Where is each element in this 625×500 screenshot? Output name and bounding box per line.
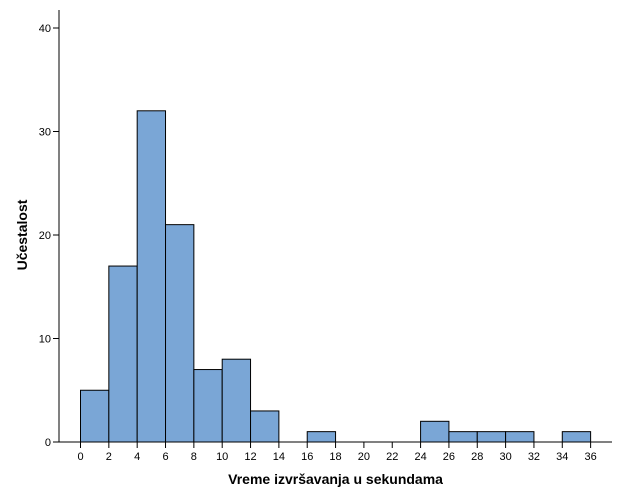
y-tick-label: 10 [39, 334, 51, 346]
x-tick-label: 34 [556, 451, 568, 463]
x-tick-label: 10 [216, 451, 228, 463]
histogram-bar [448, 431, 478, 443]
x-tick-label: 14 [273, 451, 285, 463]
x-tick-label: 18 [329, 451, 341, 463]
x-tick-label: 24 [414, 451, 426, 463]
histogram-bar [505, 431, 535, 443]
histogram-bar [108, 265, 138, 443]
x-tick-label: 8 [191, 451, 197, 463]
histogram-bar [221, 358, 252, 443]
x-tick-label: 4 [134, 451, 140, 463]
histogram-bar [165, 224, 195, 443]
histogram-bar [193, 369, 223, 443]
y-tick-label: 0 [45, 437, 51, 449]
x-tick-label: 12 [244, 451, 256, 463]
histogram-bar [420, 420, 450, 443]
x-tick-label: 30 [499, 451, 511, 463]
y-axis-ticks: 0 10 20 30 40 [39, 23, 59, 449]
x-tick-label: 28 [471, 451, 483, 463]
x-tick-label: 32 [528, 451, 540, 463]
y-tick-label: 30 [39, 127, 51, 139]
histogram-bar [136, 110, 167, 443]
x-tick-label: 36 [584, 451, 596, 463]
x-tick-label: 16 [301, 451, 313, 463]
x-tick-label: 22 [386, 451, 398, 463]
bars-group [80, 110, 592, 443]
x-tick-label: 0 [77, 451, 83, 463]
histogram-bar [80, 389, 110, 443]
x-axis-ticks: 0 2 4 6 8 10 12 14 16 18 20 22 24 26 28 30 32 34 36 [77, 442, 597, 463]
x-tick-label: 6 [162, 451, 168, 463]
x-tick-label: 20 [358, 451, 370, 463]
y-axis-title: Učestalost [14, 199, 30, 270]
histogram-bar [306, 431, 337, 443]
histogram-bar [250, 410, 280, 443]
y-tick-label: 20 [39, 230, 51, 242]
histogram-bar [476, 431, 507, 443]
x-axis-title: Vreme izvršavanja u sekundama [228, 471, 443, 487]
histogram-bar [561, 431, 592, 443]
y-tick-label: 40 [39, 23, 51, 35]
x-tick-label: 2 [106, 451, 112, 463]
x-tick-label: 26 [443, 451, 455, 463]
